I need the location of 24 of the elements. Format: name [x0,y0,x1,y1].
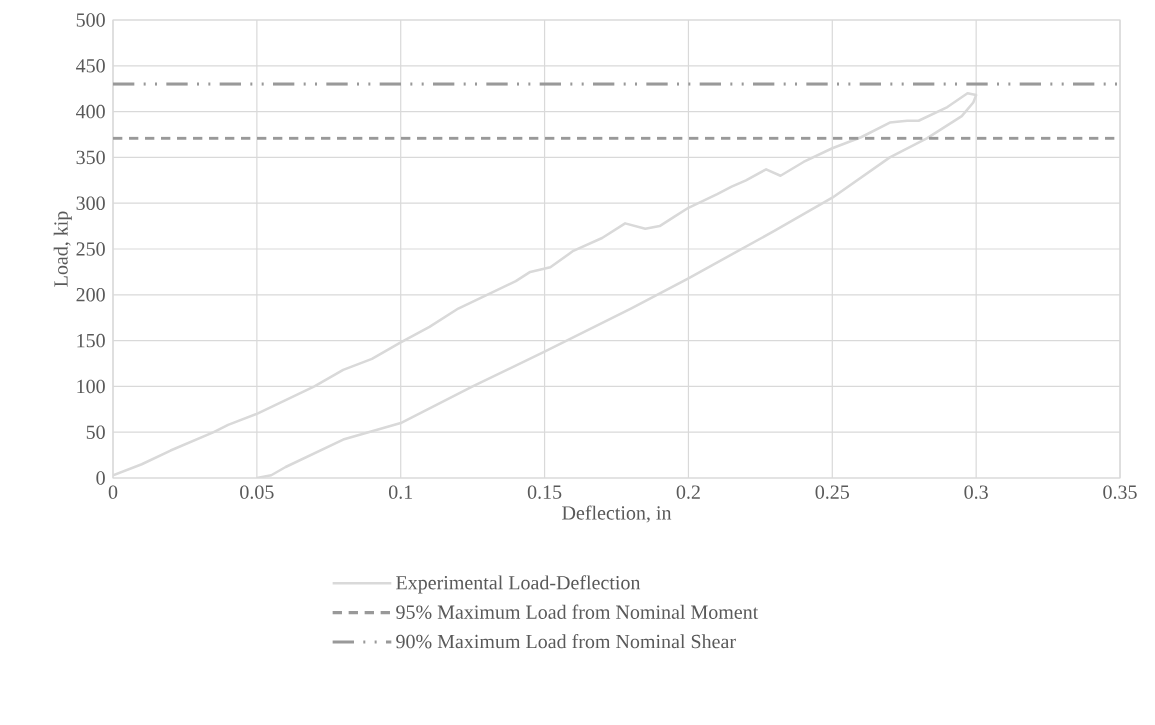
x-tick-label: 0.15 [527,485,562,499]
y-tick-label: 0 [96,471,105,485]
x-tick-label: 0.05 [240,485,274,499]
y-tick-label: 50 [86,425,105,439]
x-axis-title: Deflection, in [562,505,672,523]
legend-label: 90% Maximum Load from Nominal Shear [396,634,736,649]
y-tick-label: 450 [76,59,105,73]
y-tick-label: 150 [77,333,105,348]
x-tick-label: 0.2 [676,485,700,499]
y-axis-title: Load, kip [53,211,72,287]
y-tick-label: 400 [76,104,105,119]
x-tick-label: 0.3 [964,485,988,499]
y-tick-label: 500 [76,13,105,27]
x-tick-label: 0.35 [1103,485,1137,499]
x-tick-label: 0 [108,485,118,499]
y-tick-label: 300 [76,196,105,210]
legend-label: 95% Maximum Load from Nominal Moment [396,604,759,619]
x-tick-label: 0.1 [388,485,413,499]
y-tick-label: 350 [76,150,105,165]
legend-label: Experimental Load-Deflection [396,575,641,594]
y-tick-label: 250 [76,242,105,256]
x-tick-label: 0.25 [815,485,850,499]
y-tick-label: 200 [76,288,105,302]
y-tick-label: 100 [77,379,105,394]
